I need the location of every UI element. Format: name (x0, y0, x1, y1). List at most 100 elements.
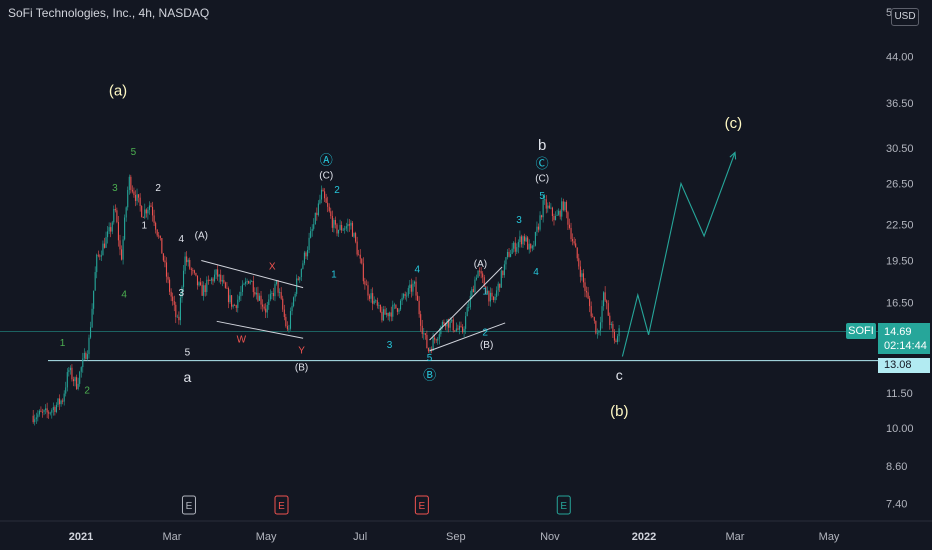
candle-body (519, 236, 521, 243)
candle-body (533, 245, 535, 247)
currency-button[interactable]: USD (891, 8, 919, 26)
candle-body (542, 200, 544, 218)
candle-body (375, 300, 377, 302)
candle-body (224, 282, 226, 288)
candle-body (206, 279, 208, 292)
candle-body (207, 279, 209, 281)
candle-body (455, 328, 457, 332)
candle-body (341, 225, 343, 231)
candle-body (449, 321, 451, 328)
candle-body (420, 314, 422, 326)
wave-label: 3 (387, 340, 393, 351)
candle-body (485, 286, 487, 294)
candle-body (302, 263, 304, 269)
earnings-marker-box (181, 495, 196, 515)
candle-body (618, 328, 620, 337)
candle-body (444, 324, 447, 327)
price-tick-label: 8.60 (886, 461, 907, 473)
wave-label: Ⓐ (320, 152, 333, 167)
candle-body (93, 290, 95, 309)
wave-label: 5 (185, 347, 191, 358)
time-axis[interactable]: 2021 Mar May Jul Sep Nov 2022 Mar May (0, 520, 932, 543)
last-price: 14.69 (884, 326, 912, 338)
candle-body (313, 224, 315, 229)
symbol-badge: SOFI (846, 323, 876, 339)
price-tick-label: 7.40 (886, 499, 907, 511)
candle-body (159, 235, 161, 238)
candle-body (401, 297, 403, 301)
candle-body (527, 237, 529, 250)
candle-body (94, 272, 96, 291)
trendlines[interactable] (201, 259, 506, 352)
earnings-marker[interactable]: E (556, 495, 571, 515)
candle-body (381, 311, 383, 321)
candle-body (86, 354, 88, 360)
candle-body (243, 283, 245, 285)
candle-body (34, 419, 36, 423)
candle-body (186, 256, 188, 263)
earnings-marker-box (274, 495, 289, 515)
last-price-tag: 14.69 02:14:44 (878, 323, 930, 354)
candle-body (41, 411, 44, 413)
candle-body (320, 189, 323, 200)
candle-body (83, 352, 85, 359)
candle-body (503, 264, 505, 276)
candle-body (491, 292, 493, 297)
candle-body (63, 393, 65, 402)
candle-body (372, 293, 374, 304)
candle-body (136, 194, 138, 201)
candle-body (138, 194, 140, 198)
price-axis-background (878, 0, 932, 521)
candle-body (116, 210, 118, 223)
price-tick-label: 44.00 (886, 51, 914, 63)
wave-label: 3 (112, 183, 118, 194)
bar-countdown: 02:14:44 (884, 340, 927, 352)
candle-body (127, 189, 129, 208)
candle-body (82, 358, 84, 368)
candle-body (310, 231, 312, 238)
candle-body (613, 331, 615, 341)
earnings-marker[interactable]: E (181, 495, 196, 515)
candle-body (494, 296, 496, 301)
candle-body (432, 337, 434, 351)
candle-body (271, 293, 273, 294)
candle-body (615, 340, 617, 343)
candle-body (110, 227, 112, 232)
candle-body (258, 295, 261, 301)
wave-labels: (a)1234512345a(A)WXY(B)Ⓐ(C)21345Ⓑ(A)12(B… (60, 83, 742, 420)
projection-path[interactable] (621, 151, 737, 357)
candle-body (176, 316, 178, 318)
candle-body (232, 305, 234, 307)
wave-label: Ⓑ (423, 368, 436, 383)
candle-body (452, 319, 454, 331)
candle-body (409, 284, 411, 289)
candle-body (231, 295, 233, 307)
candle-body (609, 315, 611, 325)
time-tick-label: Mar (725, 531, 744, 543)
candle-body (52, 407, 54, 411)
candle-body (441, 321, 443, 327)
candle-body (254, 292, 256, 295)
candle-body (158, 235, 160, 237)
candle-body (280, 292, 282, 299)
price-tick-label: 10.00 (886, 423, 914, 435)
candle-body (550, 207, 552, 209)
wave-label: (b) (610, 403, 628, 420)
candle-body (43, 410, 45, 412)
candle-body (330, 211, 332, 217)
price-axis[interactable]: 52.5044.0036.5030.5026.5022.5019.5016.50… (878, 0, 932, 521)
candle-body (306, 250, 309, 257)
candle-body (390, 312, 392, 317)
candle-body (268, 299, 270, 306)
earnings-marker[interactable]: E (274, 495, 289, 515)
candle-body (178, 316, 180, 321)
candle-body (396, 308, 398, 312)
candle-body (69, 367, 71, 371)
earnings-marker[interactable]: E (414, 495, 429, 515)
candle-body (260, 295, 262, 305)
candle-body (514, 242, 516, 252)
candle-body (382, 309, 385, 321)
wave-label: 2 (84, 385, 90, 396)
